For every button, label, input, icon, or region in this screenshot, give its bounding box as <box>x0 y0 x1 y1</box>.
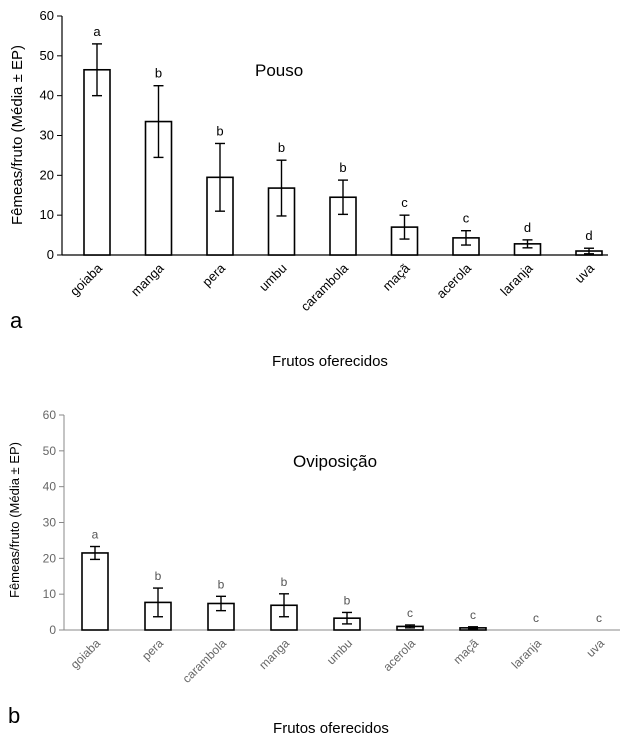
significance-letter: c <box>470 608 476 622</box>
significance-letter: c <box>407 606 413 620</box>
y-tick-label: 20 <box>43 551 57 565</box>
y-tick-label: 60 <box>40 8 54 23</box>
x-tick-label-carambola: carambola <box>298 260 352 314</box>
x-tick-label-manga: manga <box>256 636 292 672</box>
x-tick-label-carambola: carambola <box>180 636 230 686</box>
significance-letter: d <box>585 228 592 243</box>
x-tick-label-goiaba: goiaba <box>68 636 104 672</box>
significance-letter: b <box>155 66 162 81</box>
x-tick-label-maçã: maçã <box>450 636 481 667</box>
y-tick-label: 30 <box>40 128 54 143</box>
significance-letter: c <box>533 611 539 625</box>
y-tick-label: 40 <box>43 480 57 494</box>
significance-letter: c <box>596 611 602 625</box>
y-tick-label: 0 <box>47 247 54 262</box>
y-tick-label: 50 <box>40 48 54 63</box>
x-tick-label-uva: uva <box>572 260 598 286</box>
x-tick-label-acerola: acerola <box>433 260 474 301</box>
chart-a: Fêmeas/fruto (Média ± EP) 0102030405060 … <box>9 8 608 370</box>
y-tick-label: 10 <box>43 587 57 601</box>
chart-b: Fêmeas/fruto (Média ± EP) 0102030405060 … <box>7 408 620 737</box>
significance-letter: b <box>281 575 288 589</box>
chart-b-xlabel: Frutos oferecidos <box>273 720 389 737</box>
y-tick-label: 40 <box>40 88 54 103</box>
significance-letter: c <box>401 195 408 210</box>
significance-letter: b <box>278 140 285 155</box>
chart-a-title: Pouso <box>255 61 303 80</box>
y-tick-label: 50 <box>43 444 57 458</box>
chart-b-ylabel: Fêmeas/fruto (Média ± EP) <box>7 442 22 598</box>
x-tick-label-laranja: laranja <box>497 260 536 299</box>
y-tick-label: 20 <box>40 167 54 182</box>
x-tick-label-pera: pera <box>139 636 166 663</box>
chart-b-panel-label: b <box>8 703 20 728</box>
x-tick-label-umbu: umbu <box>256 261 290 295</box>
significance-letter: b <box>339 160 346 175</box>
significance-letter: b <box>218 577 225 591</box>
x-tick-label-laranja: laranja <box>509 636 545 672</box>
x-tick-label-maçã: maçã <box>380 260 414 294</box>
significance-letter: d <box>524 220 531 235</box>
significance-letter: b <box>155 569 162 583</box>
significance-letter: a <box>92 528 99 542</box>
x-tick-label-goiaba: goiaba <box>67 260 106 299</box>
x-tick-label-umbu: umbu <box>324 636 355 667</box>
significance-letter: b <box>344 593 351 607</box>
y-tick-label: 30 <box>43 516 57 530</box>
x-tick-label-manga: manga <box>128 260 167 299</box>
y-tick-label: 0 <box>49 623 56 637</box>
x-tick-label-acerola: acerola <box>380 636 418 674</box>
x-tick-label-pera: pera <box>199 260 229 290</box>
x-tick-label-uva: uva <box>584 636 608 660</box>
significance-letter: b <box>216 123 223 138</box>
significance-letter: a <box>93 24 101 39</box>
chart-a-panel-label: a <box>10 308 23 333</box>
chart-a-xlabel: Frutos oferecidos <box>272 353 388 370</box>
chart-a-ylabel: Fêmeas/fruto (Média ± EP) <box>9 45 26 225</box>
significance-letter: c <box>463 211 470 226</box>
chart-b-title: Oviposição <box>293 452 377 471</box>
bar-goiaba <box>83 68 111 256</box>
bar-goiaba <box>81 552 109 631</box>
y-tick-label: 60 <box>43 408 57 422</box>
y-tick-label: 10 <box>40 207 54 222</box>
